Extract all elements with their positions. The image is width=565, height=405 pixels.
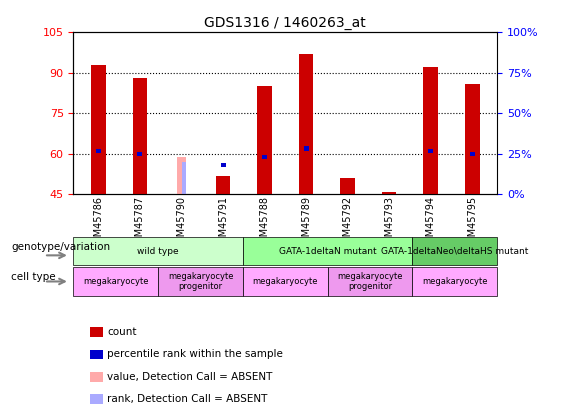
- Bar: [220, 163, 225, 167]
- Bar: [137, 152, 142, 156]
- Text: GATA-1deltaN mutant: GATA-1deltaN mutant: [279, 247, 376, 256]
- Bar: [428, 149, 433, 153]
- Bar: [423, 68, 438, 194]
- Text: percentile rank within the sample: percentile rank within the sample: [107, 350, 283, 359]
- Bar: [133, 78, 147, 194]
- Bar: [303, 147, 308, 151]
- Text: megakaryocyte: megakaryocyte: [83, 277, 149, 286]
- Bar: [177, 157, 186, 194]
- Bar: [257, 86, 272, 194]
- Bar: [465, 84, 480, 194]
- Text: megakaryocyte
progenitor: megakaryocyte progenitor: [337, 272, 403, 291]
- Bar: [182, 162, 186, 194]
- Title: GDS1316 / 1460263_at: GDS1316 / 1460263_at: [205, 16, 366, 30]
- Bar: [91, 65, 106, 194]
- Bar: [96, 149, 101, 153]
- Text: megakaryocyte: megakaryocyte: [253, 277, 318, 286]
- Text: cell type: cell type: [11, 273, 56, 282]
- Text: count: count: [107, 327, 137, 337]
- Bar: [382, 192, 397, 194]
- Bar: [470, 152, 475, 156]
- Text: megakaryocyte
progenitor: megakaryocyte progenitor: [168, 272, 233, 291]
- Text: genotype/variation: genotype/variation: [11, 242, 110, 252]
- Bar: [299, 54, 314, 194]
- Bar: [262, 155, 267, 159]
- Bar: [216, 175, 231, 194]
- Text: megakaryocyte: megakaryocyte: [422, 277, 488, 286]
- Text: GATA-1deltaNeo\deltaHS mutant: GATA-1deltaNeo\deltaHS mutant: [381, 247, 528, 256]
- Text: rank, Detection Call = ABSENT: rank, Detection Call = ABSENT: [107, 394, 268, 404]
- Text: wild type: wild type: [137, 247, 179, 256]
- Bar: [340, 178, 355, 194]
- Text: value, Detection Call = ABSENT: value, Detection Call = ABSENT: [107, 372, 273, 382]
